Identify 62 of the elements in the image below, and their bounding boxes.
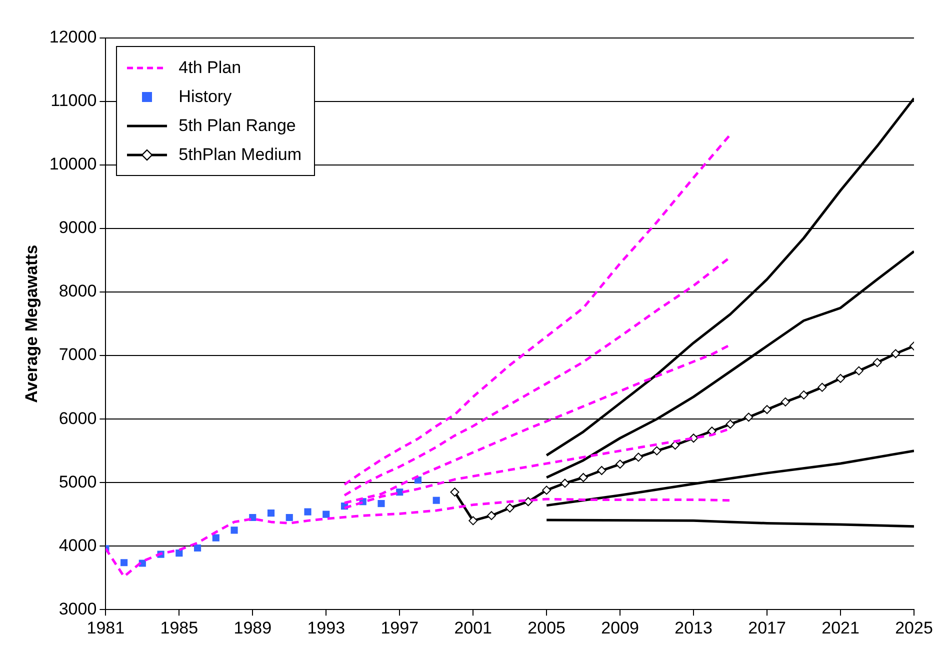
point	[505, 503, 514, 512]
point	[891, 349, 900, 358]
point	[616, 460, 625, 469]
y-axis-title: Average Megawatts	[22, 244, 41, 403]
point	[799, 390, 808, 400]
legend-label: 5thPlan Medium	[178, 144, 302, 164]
y-tick-label: 6000	[58, 408, 97, 428]
point	[762, 405, 772, 414]
point	[818, 382, 827, 392]
x-tick-label: 1993	[307, 618, 346, 638]
point	[194, 544, 202, 552]
point	[524, 497, 533, 506]
point	[267, 510, 275, 517]
y-tick-label: 11000	[50, 91, 97, 110]
point	[854, 366, 864, 376]
legend-label: History	[178, 86, 232, 106]
x-tick-label: 1985	[160, 618, 198, 638]
legend-label: 5th Plan Range	[178, 116, 296, 136]
y-tick-label: 8000	[58, 282, 97, 301]
point	[560, 478, 570, 488]
line-series	[106, 498, 732, 578]
x-tick-label: 1989	[234, 618, 272, 638]
point	[176, 550, 183, 557]
point	[432, 496, 440, 504]
point	[230, 526, 238, 534]
legend-label: 4th Plan	[178, 58, 242, 78]
x-tick-label: 2009	[601, 618, 639, 638]
y-tick-label: 10000	[49, 154, 97, 174]
point	[212, 534, 220, 542]
x-tick-label: 2013	[674, 618, 712, 638]
x-tick-label: 2025	[895, 618, 933, 638]
point	[652, 446, 662, 456]
point	[120, 559, 128, 566]
y-tick-label: 5000	[58, 472, 97, 492]
point	[578, 472, 588, 482]
line-series	[343, 133, 732, 486]
x-tick-label: 2005	[528, 618, 566, 638]
point	[597, 466, 606, 476]
point	[634, 452, 643, 462]
y-tick-label: 3000	[58, 599, 97, 618]
point	[378, 500, 385, 508]
point	[450, 488, 460, 497]
point	[304, 508, 312, 516]
y-tick-label: 9000	[58, 218, 97, 238]
x-tick-label: 2001	[454, 618, 492, 638]
point	[542, 486, 552, 495]
point	[744, 412, 754, 422]
point	[872, 358, 882, 368]
point	[486, 511, 496, 520]
point	[322, 510, 330, 518]
point	[468, 516, 478, 526]
x-tick-label: 2021	[822, 618, 860, 638]
y-tick-label: 7000	[58, 345, 97, 364]
x-tick-label: 1981	[86, 618, 125, 638]
point	[780, 397, 790, 406]
y-tick-label: 12000	[49, 28, 97, 47]
point	[726, 420, 735, 429]
point	[286, 514, 293, 522]
x-tick-label: 1997	[380, 618, 419, 638]
point	[836, 374, 846, 383]
y-tick-label: 4000	[58, 536, 97, 555]
x-tick-label: 2017	[748, 618, 786, 638]
